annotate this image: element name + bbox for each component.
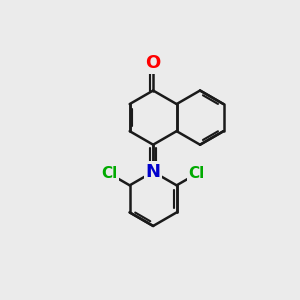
Text: N: N [146,163,160,181]
Text: O: O [146,54,161,72]
Text: Cl: Cl [102,166,118,181]
Text: Cl: Cl [188,166,205,181]
